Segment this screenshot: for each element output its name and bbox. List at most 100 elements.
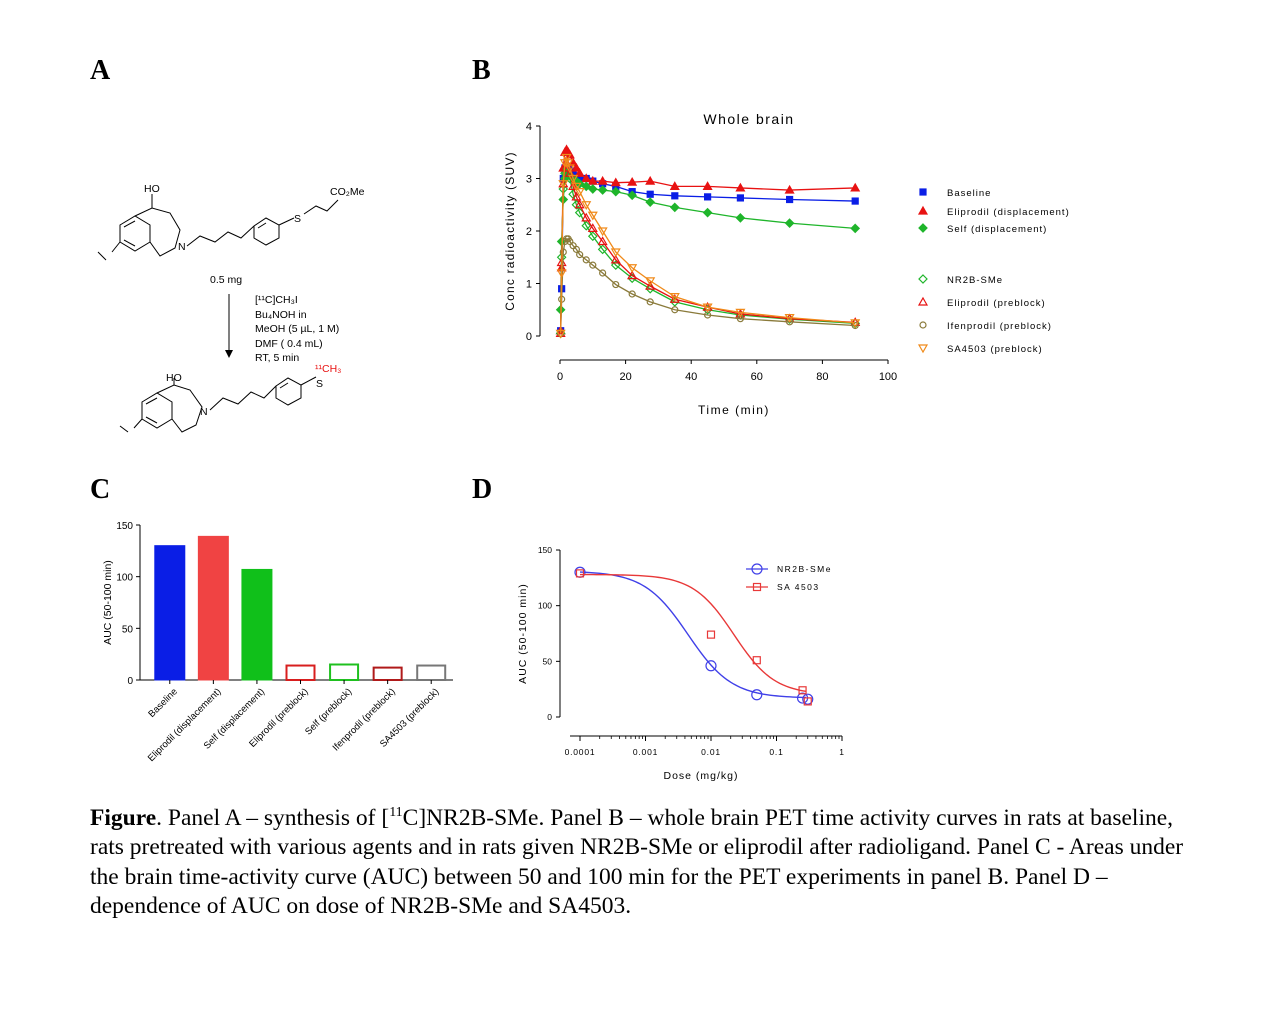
bar	[416, 664, 447, 682]
data-point	[571, 162, 582, 172]
data-point	[671, 192, 679, 200]
legend-marker	[917, 205, 929, 215]
x-axis-label: Dose (mg/kg)	[663, 770, 738, 782]
x-tick-label: 0.1	[769, 747, 783, 757]
data-point	[736, 194, 744, 202]
reactant-n: N	[178, 241, 186, 253]
panel-letter-a: A	[90, 55, 111, 86]
reagent-line: MeOH (5 µL, 1 M)	[255, 323, 339, 335]
caption-superscript: 11	[389, 805, 403, 820]
data-point	[582, 256, 590, 264]
reagent-line: DMF ( 0.4 mL)	[255, 338, 323, 350]
data-point	[735, 182, 746, 192]
y-tick-label: 100	[116, 573, 133, 584]
legend-label: Ifenprodil (preblock)	[947, 321, 1052, 332]
data-point	[597, 175, 608, 185]
data-point	[571, 182, 582, 192]
reactant-structure	[97, 194, 339, 261]
y-tick-label: 2	[526, 226, 532, 238]
chart-title: Whole brain	[703, 111, 794, 127]
data-point	[646, 190, 654, 198]
legend-marker	[919, 321, 927, 329]
reactant-amount: 0.5 mg	[210, 274, 242, 286]
x-tick-label: 80	[816, 371, 828, 383]
legend-label: Eliprodil (displacement)	[947, 207, 1070, 218]
data-point	[587, 184, 598, 194]
data-point	[589, 261, 597, 269]
panel-letter-d: D	[472, 474, 493, 505]
data-point	[587, 175, 598, 185]
data-point	[610, 186, 621, 197]
y-tick-label: 150	[116, 521, 133, 532]
reagent-line: [¹¹C]CH₃I	[255, 294, 298, 306]
x-tick-label: 20	[619, 371, 631, 383]
data-point	[572, 245, 581, 253]
y-tick-label: 4	[526, 121, 532, 133]
data-point	[628, 290, 636, 298]
product-ho: HO	[166, 372, 182, 384]
reagent-list: [¹¹C]CH₃I Bu₄NOH in MeOH (5 µL, 1 M) DMF…	[255, 294, 339, 364]
legend-label: NR2B-SMe	[947, 275, 1003, 286]
data-point	[627, 190, 638, 201]
x-tick-label: 1	[839, 747, 845, 757]
x-tick-label: 0.001	[633, 747, 658, 757]
data-point	[751, 689, 763, 701]
product-n: N	[200, 406, 208, 418]
bar	[241, 568, 273, 681]
data-point	[705, 660, 717, 672]
data-point	[850, 182, 861, 192]
y-tick-label: 1	[526, 279, 532, 291]
data-point	[597, 244, 608, 255]
data-point	[597, 236, 608, 246]
reactant-ester: CO₂Me	[330, 186, 365, 198]
legend-marker	[752, 582, 762, 592]
data-point	[671, 306, 679, 314]
data-point	[612, 280, 620, 289]
x-tick-label: 0.01	[701, 747, 721, 757]
data-point	[735, 308, 746, 318]
reagent-line: RT, 5 min	[255, 352, 299, 364]
data-point	[627, 270, 638, 280]
product-methyl: ¹¹CH₃	[315, 363, 341, 375]
data-point	[568, 181, 579, 190]
bar	[372, 666, 403, 682]
reactant-s: S	[294, 213, 301, 225]
data-point	[645, 197, 656, 207]
fit-curve	[579, 571, 806, 699]
legend-marker	[918, 223, 928, 233]
data-point	[850, 319, 861, 329]
data-point	[702, 303, 713, 313]
figure-caption: Figure. Panel A – synthesis of [11C]NR2B…	[90, 798, 1200, 922]
data-point	[669, 293, 680, 302]
data-point	[599, 269, 607, 277]
legend-label: SA4503 (preblock)	[947, 344, 1043, 355]
data-point	[574, 188, 585, 197]
bar	[329, 663, 360, 681]
chart-auc-bars: 0 50 100 150 AUC (50-100 min) BaselineEliprod…	[102, 521, 453, 764]
x-tick-label: 0	[557, 371, 563, 383]
data-point	[798, 686, 807, 695]
data-point	[597, 227, 608, 237]
panel-letter-c: C	[90, 474, 111, 505]
x-tick-label: 40	[685, 371, 697, 383]
data-point	[575, 569, 585, 578]
legend-marker	[919, 188, 927, 196]
reactant-ho: HO	[144, 183, 160, 195]
legend-label: SA 4503	[777, 582, 820, 592]
y-tick-label: 3	[526, 174, 532, 186]
data-point	[574, 168, 585, 177]
x-axis-label: Time (min)	[698, 403, 770, 417]
legend-marker	[917, 344, 929, 354]
data-point	[669, 202, 680, 213]
data-point	[581, 173, 592, 183]
data-point	[555, 329, 566, 339]
y-tick-label: 0	[526, 331, 532, 343]
legend-label: NR2B-SMe	[777, 564, 832, 574]
data-point	[587, 231, 598, 242]
legend-label: Eliprodil (preblock)	[947, 298, 1046, 309]
data-point	[850, 223, 861, 234]
data-point	[735, 213, 746, 223]
data-point	[784, 184, 795, 194]
data-point	[645, 277, 656, 287]
data-point	[802, 693, 814, 705]
